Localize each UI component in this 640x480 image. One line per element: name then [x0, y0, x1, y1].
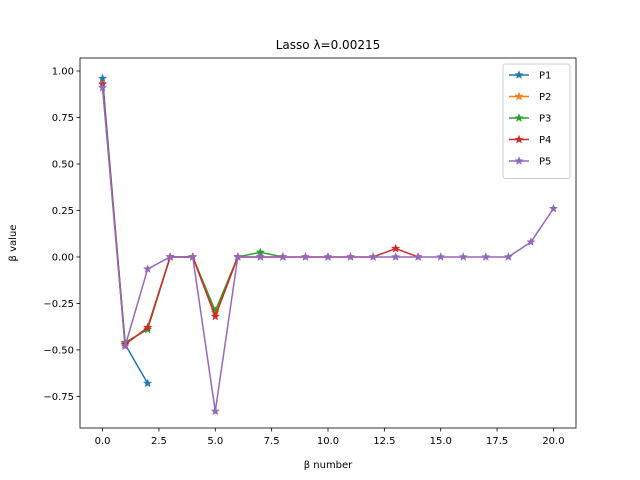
data-point: [97, 82, 108, 92]
data-point: [210, 311, 220, 321]
x-axis-title: β number: [304, 460, 353, 471]
data-point: [300, 252, 311, 261]
y-tick-label: 0.00: [52, 252, 74, 263]
x-tick-label: 15.0: [430, 436, 452, 447]
data-point: [390, 243, 401, 253]
plot-frame: [79, 57, 577, 429]
data-point: [390, 252, 401, 261]
data-point: [526, 237, 536, 247]
legend-box: [502, 63, 571, 179]
legend-label: P5: [539, 157, 551, 168]
data-point: [255, 252, 266, 261]
legend-marker: [514, 91, 524, 101]
legend-marker: [514, 70, 524, 79]
legend-marker: [514, 134, 524, 144]
series-layer: [97, 73, 559, 416]
data-point: [548, 203, 559, 213]
legend-item-p4: P4: [509, 134, 551, 146]
axes: 0.0 2.5 5.0 7.5 10.0 12.5 15.0 17.5 20.0 −0.75 −0.…: [43, 67, 564, 447]
y-tick-label: −0.25: [43, 299, 74, 310]
data-point: [413, 252, 423, 261]
legend-item-p3: P3: [509, 113, 551, 125]
x-tick-label: 7.5: [264, 436, 280, 447]
legend-label: P4: [539, 135, 551, 146]
y-axis-title: β value: [8, 225, 19, 262]
y-tick-label: 0.75: [52, 113, 74, 124]
data-point: [233, 252, 243, 261]
series-p5: [97, 82, 559, 416]
data-point: [458, 252, 468, 261]
y-tick-label: 1.00: [52, 67, 74, 78]
x-tick-label: 20.0: [542, 436, 564, 447]
legend-label: P1: [539, 71, 551, 82]
x-tick-label: 5.0: [207, 436, 223, 447]
data-point: [142, 378, 153, 388]
legend-marker: [514, 113, 524, 122]
legend-item-p1: P1: [509, 70, 551, 82]
data-point: [142, 322, 153, 332]
x-tick-label: 10.0: [317, 436, 339, 447]
y-tick-label: −0.75: [43, 392, 74, 403]
y-tick-label: 0.50: [52, 159, 74, 170]
legend-item-p2: P2: [509, 91, 551, 103]
data-point: [165, 252, 175, 261]
chart-title: Lasso λ=0.00215: [276, 38, 380, 52]
data-point: [323, 252, 333, 261]
x-tick-label: 12.5: [373, 436, 395, 447]
data-point: [188, 252, 198, 261]
data-point: [503, 252, 514, 261]
x-tick-label: 2.5: [151, 436, 167, 447]
data-point: [120, 341, 130, 351]
data-point: [368, 252, 378, 261]
x-tick-label: 17.5: [486, 436, 508, 447]
data-point: [142, 264, 153, 274]
legend-label: P2: [539, 92, 551, 103]
legend-label: P3: [539, 114, 551, 125]
data-point: [481, 252, 491, 261]
legend-marker: [514, 156, 524, 165]
data-point: [436, 252, 446, 261]
x-tick-label: 0.0: [95, 436, 111, 447]
legend-item-p5: P5: [509, 156, 551, 168]
legend: P1 P2 P3 P4 P5: [502, 63, 571, 179]
data-point: [278, 252, 288, 261]
data-point: [210, 406, 220, 416]
data-point: [345, 252, 356, 261]
y-tick-label: −0.50: [43, 345, 74, 356]
y-tick-label: 0.25: [52, 206, 74, 217]
